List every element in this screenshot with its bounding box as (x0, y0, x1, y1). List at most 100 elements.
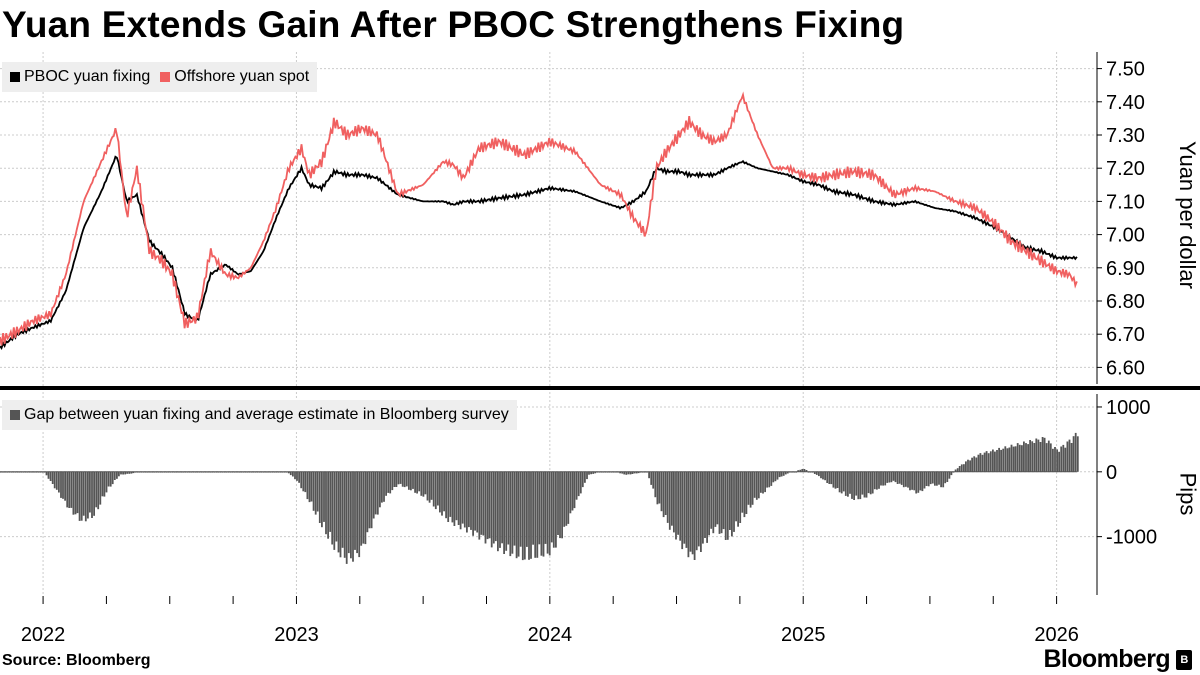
gap-bar (1023, 441, 1025, 472)
series-line-offshore-spot (0, 91, 1078, 346)
gap-bar (919, 471, 922, 491)
gap-bar (538, 471, 541, 545)
gap-bar (445, 471, 447, 519)
bottom-y-tick-labels: -1000 0 1000 (1106, 397, 1157, 549)
bottom-y-tick-label: 0 (1106, 462, 1117, 484)
gap-bar (542, 471, 545, 557)
gap-bar (385, 471, 387, 496)
gap-bar (892, 471, 895, 481)
gap-bar (584, 471, 586, 483)
top-gridlines (0, 52, 1102, 595)
gap-bar (929, 471, 932, 485)
brand-mark-icon: B (1176, 649, 1192, 670)
gap-bar (894, 471, 897, 483)
gap-bar (911, 471, 913, 490)
gap-bar (969, 460, 971, 472)
gap-bar (668, 471, 671, 530)
gap-bar (909, 471, 911, 491)
gap-bar (517, 471, 520, 557)
gap-bar (424, 471, 427, 495)
gap-bar (704, 471, 706, 538)
gap-bar (631, 471, 634, 474)
gap-bar (364, 471, 367, 545)
gap-bar (379, 471, 381, 508)
gap-bar (555, 471, 557, 548)
gap-bar (855, 471, 858, 496)
gap-bar (735, 471, 737, 522)
gap-bar (751, 471, 754, 505)
gap-bar (977, 454, 980, 472)
gap-bar (347, 471, 350, 554)
gap-bar (58, 471, 60, 493)
x-tick-label: 2024 (528, 624, 573, 646)
gap-bar (579, 471, 582, 494)
gap-bar (387, 471, 390, 493)
gap-bar (658, 471, 661, 504)
gap-bar (488, 471, 491, 539)
gap-bar (805, 470, 808, 472)
gap-bar (755, 471, 758, 500)
gap-bar (745, 471, 748, 514)
gap-bar (563, 471, 566, 527)
gap-bar (499, 471, 501, 548)
gap-bar (395, 471, 398, 487)
gap-bar (105, 471, 108, 493)
gap-bar (113, 471, 116, 480)
gap-bar (505, 471, 508, 551)
gap-bar (366, 471, 369, 533)
gap-bar (64, 471, 66, 501)
gap-bar (124, 471, 127, 475)
gap-bar (78, 471, 81, 521)
gap-bar (289, 471, 292, 476)
gap-bar (335, 471, 338, 542)
gap-bar (766, 471, 768, 488)
gap-bar (907, 471, 909, 488)
gap-bar (762, 471, 764, 494)
gap-bar (729, 471, 731, 530)
gap-bar (917, 471, 920, 493)
gap-bar (1064, 447, 1067, 472)
gap-bar (712, 471, 715, 534)
gap-bar (443, 471, 445, 512)
gap-bar (994, 451, 996, 472)
gap-bar (118, 471, 120, 477)
gap-bar (934, 471, 936, 486)
gap-bar (76, 471, 79, 514)
gap-bar (552, 471, 555, 548)
gap-bar (1043, 437, 1046, 472)
gap-bar (372, 471, 375, 519)
gap-bar (383, 471, 385, 502)
gap-bar (757, 471, 760, 499)
gap-bar (66, 471, 69, 508)
gap-bar (973, 456, 976, 472)
gap-bar (51, 471, 54, 484)
gap-bar (437, 471, 439, 506)
gap-bar (938, 471, 940, 485)
gap-bar (685, 471, 688, 548)
gap-bar (486, 471, 489, 540)
gap-bar (304, 471, 307, 493)
gap-bar (900, 471, 903, 485)
gap-bar (391, 471, 394, 491)
gap-bar (120, 471, 122, 475)
gap-bar (581, 471, 584, 488)
gap-bar (546, 471, 549, 554)
gap-bar (122, 471, 124, 475)
gap-bar (362, 471, 365, 544)
gap-bar (594, 471, 597, 474)
gap-bar (1056, 449, 1058, 472)
gap-bar (557, 471, 559, 535)
gap-bar (884, 471, 887, 486)
gap-bar (323, 471, 325, 522)
gap-bar (799, 469, 802, 472)
legend-swatch-fixing (10, 72, 20, 82)
gap-bar (834, 471, 837, 489)
series-line-pboc-fixing (0, 155, 1078, 350)
gap-bar (87, 471, 89, 519)
gap-bar (992, 449, 994, 472)
legend-label-offshore: Offshore yuan spot (174, 68, 310, 85)
gap-bar (97, 471, 100, 510)
gap-bar (882, 471, 884, 486)
top-y-tick-label: 7.40 (1106, 92, 1145, 114)
gap-bar (619, 471, 621, 474)
